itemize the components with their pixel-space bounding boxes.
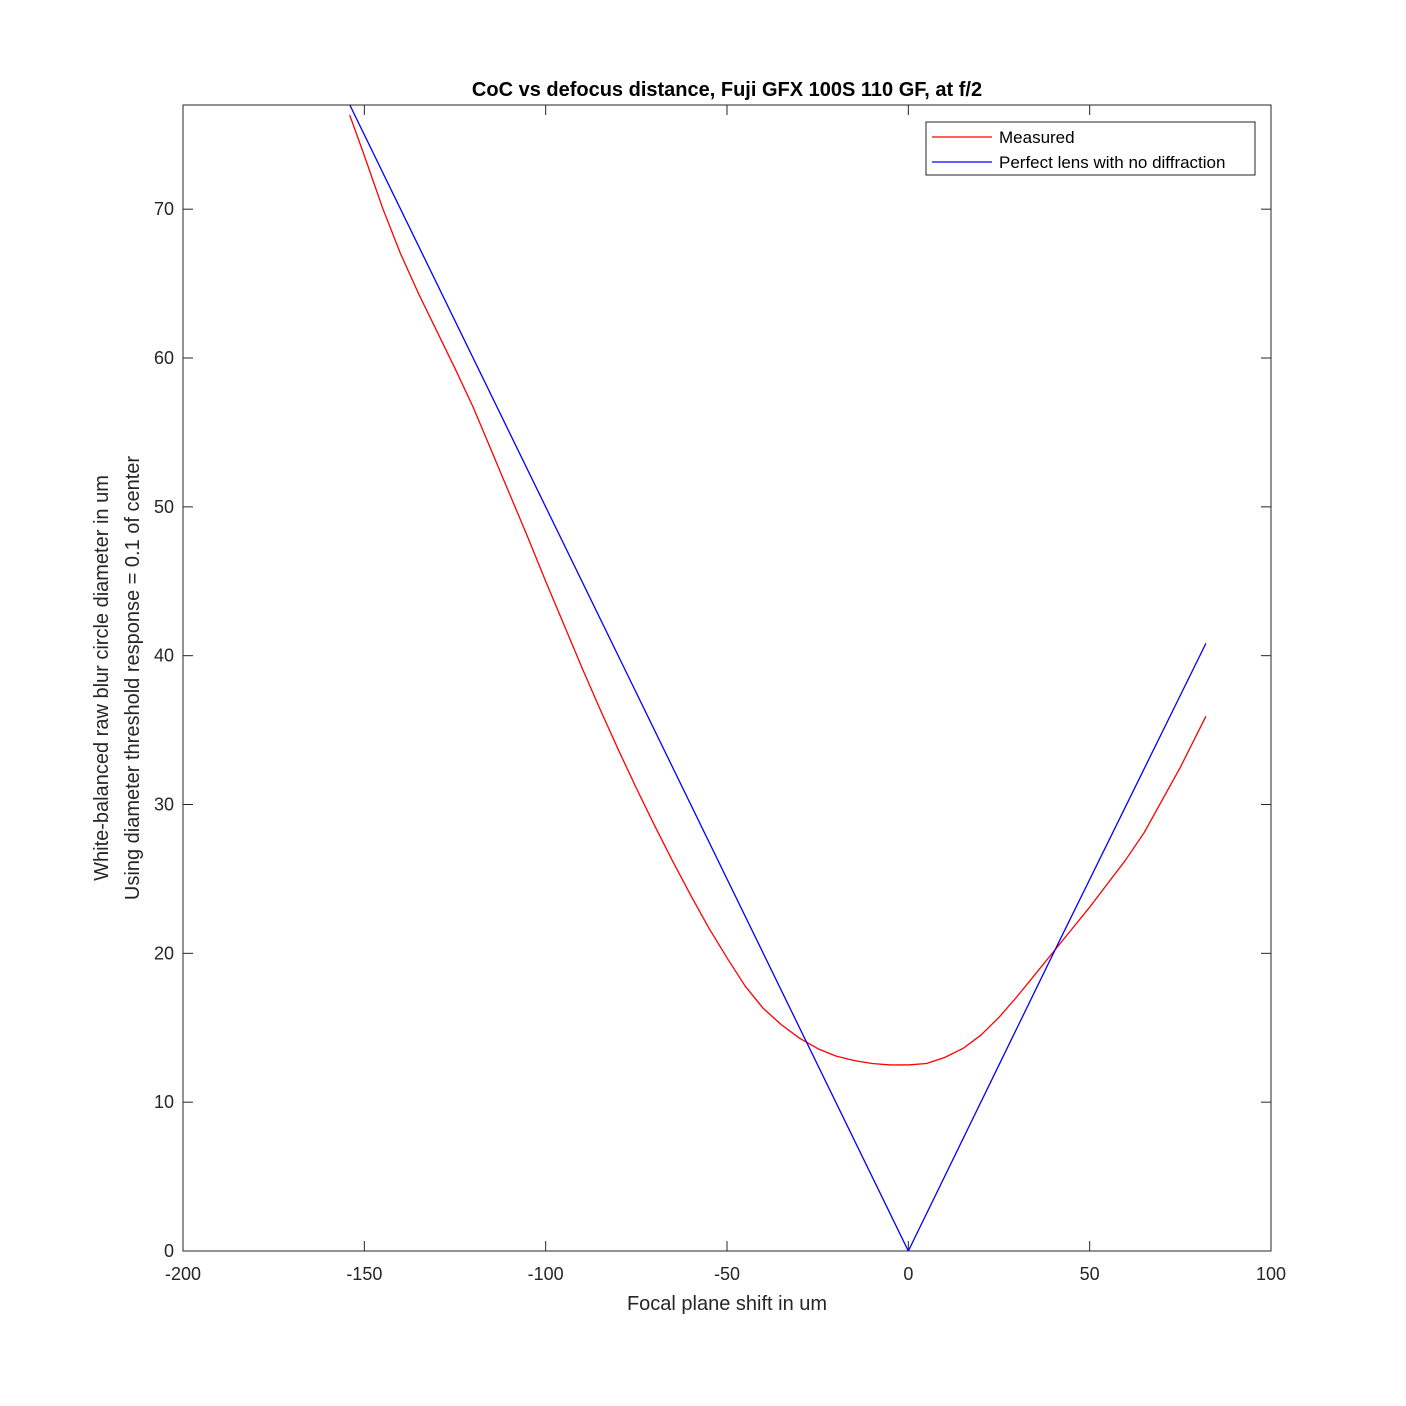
axis-tick-labels: -200 -150 -100 -50 0 50 100 0 10 20 30 40 50 60 70 (154, 199, 1286, 1284)
series-line-perfect-lens (349, 105, 1207, 1251)
y-axis-label-line-1: White-balanced raw blur circle diameter … (91, 475, 113, 881)
y-tick-label: 0 (164, 1241, 174, 1261)
x-tick-label: -150 (346, 1264, 382, 1284)
x-tick-label: -100 (528, 1264, 564, 1284)
chart-title: CoC vs defocus distance, Fuji GFX 100S 1… (472, 79, 982, 101)
x-axis-label: Focal plane shift in um (627, 1293, 827, 1315)
x-tick-label: 0 (903, 1264, 913, 1284)
y-tick-label: 20 (154, 943, 174, 963)
legend-label: Measured (999, 128, 1075, 147)
y-tick-label: 40 (154, 646, 174, 666)
x-tick-label: -50 (714, 1264, 740, 1284)
legend-box (925, 121, 1256, 176)
y-tick-label: 10 (154, 1092, 174, 1112)
y-tick-label: 60 (154, 348, 174, 368)
plot-area (182, 104, 1272, 1252)
x-tick-label: 100 (1256, 1264, 1286, 1284)
legend: Measured Perfect lens with no diffraction (925, 121, 1256, 176)
x-tick-label: -200 (165, 1264, 201, 1284)
y-tick-label: 70 (154, 199, 174, 219)
y-axis-label-group: White-balanced raw blur circle diameter … (91, 456, 144, 900)
y-tick-label: 50 (154, 497, 174, 517)
series-layer (349, 105, 1207, 1251)
legend-label: Perfect lens with no diffraction (999, 153, 1225, 172)
x-tick-label: 50 (1080, 1264, 1100, 1284)
axis-ticks (182, 105, 1272, 1252)
y-tick-label: 30 (154, 795, 174, 815)
y-axis-label-line-2: Using diameter threshold response = 0.1 … (122, 456, 144, 900)
